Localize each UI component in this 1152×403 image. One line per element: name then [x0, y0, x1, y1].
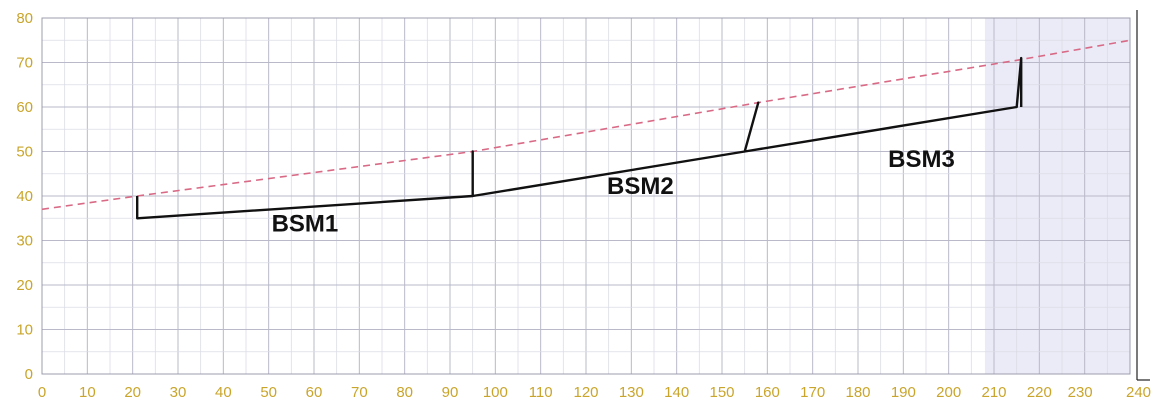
x-tick-label: 100	[483, 384, 508, 401]
y-tick-label: 70	[16, 55, 33, 72]
solid-series-line	[135, 56, 1023, 220]
y-tick-label: 60	[16, 99, 33, 116]
x-tick-label: 180	[845, 384, 870, 401]
x-tick-label: 20	[124, 384, 141, 401]
segment-label-1: BSM1	[272, 211, 339, 238]
x-tick-label: 120	[573, 384, 598, 401]
segment-label-2: BSM2	[607, 173, 674, 200]
plot-frame	[41, 17, 1131, 375]
x-tick-label: 160	[755, 384, 780, 401]
x-tick-label: 50	[260, 384, 277, 401]
x-tick-label-layer: 0 10 20 30 40 50 60 70 80 90 100 110 120 130 140 150 160…	[38, 384, 1151, 401]
y-tick-label: 0	[25, 366, 33, 383]
x-tick-label: 150	[709, 384, 734, 401]
y-tick-label: 10	[16, 322, 33, 339]
annotation-layer: BSM1 BSM2 BSM3	[272, 146, 955, 238]
y-tick-label: 80	[16, 10, 33, 27]
x-tick-label: 90	[442, 384, 459, 401]
dashed-series-line	[41, 39, 1131, 211]
x-tick-label: 190	[891, 384, 916, 401]
series-layer	[41, 39, 1131, 220]
x-tick-label: 220	[1027, 384, 1052, 401]
x-tick-label: 80	[396, 384, 413, 401]
x-tick-label: 0	[38, 384, 46, 401]
segment-label-3: BSM3	[888, 146, 955, 173]
y-tick-label: 50	[16, 144, 33, 161]
x-tick-label: 240	[1126, 384, 1151, 401]
y-tick-label: 20	[16, 277, 33, 294]
y-tick-label: 40	[16, 188, 33, 205]
x-tick-label: 110	[529, 384, 553, 401]
y-tick-label-layer: 0 10 20 30 40 50 60 70 80	[16, 10, 33, 383]
x-tick-label: 40	[215, 384, 232, 401]
x-tick-label: 70	[351, 384, 368, 401]
x-tick-label: 140	[664, 384, 689, 401]
x-tick-label: 30	[170, 384, 187, 401]
x-tick-label: 200	[936, 384, 961, 401]
grid-layer	[41, 17, 1131, 375]
x-tick-label: 210	[981, 384, 1006, 401]
x-tick-label: 60	[306, 384, 323, 401]
y-tick-label: 30	[16, 233, 33, 250]
x-tick-label: 130	[619, 384, 644, 401]
x-tick-label: 10	[79, 384, 96, 401]
x-tick-label: 170	[800, 384, 825, 401]
x-tick-label: 230	[1068, 384, 1093, 401]
